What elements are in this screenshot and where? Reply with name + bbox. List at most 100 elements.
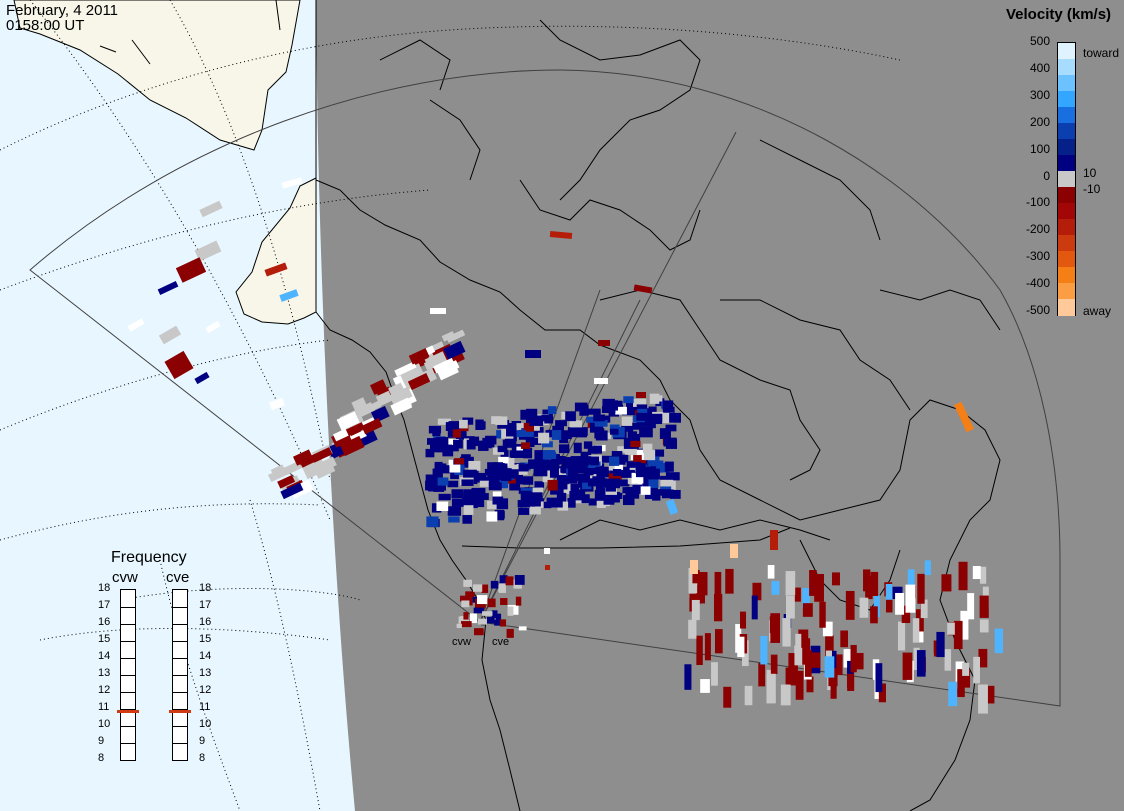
scatter-cell [463,505,474,515]
scatter-cell [629,464,639,472]
coastline [759,139,881,241]
scatter-cell [520,442,531,449]
fov-outer-outline [29,69,1061,707]
scatter-cell [370,405,390,423]
scatter-cell [511,421,522,428]
scatter-cell [270,464,285,476]
scatter-cell [590,456,600,466]
scatter-cell [615,406,627,415]
scatter-cell [556,474,567,485]
scatter-cell [468,460,481,471]
frequency-level-label: 14 [98,650,111,662]
scatter-cell [885,599,893,613]
scatter-cell [463,469,477,478]
scatter-cell [948,681,958,707]
dayside-coast-detail [99,0,317,180]
scatter-cell [446,329,466,343]
scatter-cell [979,595,989,618]
scatter-cell [713,593,723,622]
scatter-cell [547,406,557,415]
scatter-cell [802,588,810,609]
scatter-cell [164,350,194,380]
frequency-gridline [173,624,187,625]
scatter-cell [494,509,505,521]
scatter-cell [506,628,514,638]
scatter-cell [824,656,835,678]
frequency-level-label: 11 [98,701,110,713]
scatter-cell [596,470,610,478]
frequency-level-label: 12 [199,684,212,696]
scatter-cell [577,458,589,467]
scatter-cell [522,476,534,485]
scatter-cell [518,626,527,631]
colorbar-segment [1058,91,1075,108]
frequency-level-label: 13 [199,667,212,679]
scatter-cell [578,474,591,483]
colorbar-tick-label: 200 [1029,114,1050,129]
scatter-cell [751,595,758,620]
scatter-cell [795,670,804,700]
scatter-cell [814,574,824,602]
scatter-cell [548,452,557,460]
colorbar-segment [1058,139,1075,156]
scatter-cell [547,479,558,491]
scatter-cell [798,629,809,648]
scatter-cell [802,603,813,617]
scatter-cell [691,599,700,621]
colorbar-segment [1058,123,1075,140]
scatter-cell [542,471,553,483]
scatter-cell [469,613,477,624]
scatter-cell [505,576,514,586]
colorbar-tick-label: -200 [1025,222,1050,237]
scatter-cell [205,320,221,334]
scatter-cell [583,466,594,476]
frequency-level-label: 11 [199,701,211,713]
scatter-cell [460,615,467,621]
scatter-cell [723,686,732,708]
scatter-cell [485,435,497,445]
scatter-cell [646,468,660,480]
colorbar-small-pos: 10 [1083,166,1097,180]
scatter-cell [394,361,417,377]
scatter-cell [633,455,642,462]
scatter-cell [268,467,288,483]
scatter-cell [635,463,646,474]
scatter-cell [488,482,502,491]
scatter-cell [953,620,963,650]
scatter-cell [895,592,905,615]
frequency-gridline [173,641,187,642]
colorbar-segment [1058,267,1075,284]
scatter-cell [407,373,431,391]
scatter-cell [455,431,467,440]
scatter-cell [920,599,928,619]
scatter-cell [495,613,502,623]
scatter-cell [760,635,768,665]
scatter-cell [447,480,459,488]
scatter-cell [636,470,649,478]
scatter-cell [327,442,345,459]
scatter-cell [564,457,574,468]
scatter-cell [481,584,489,593]
scatter-cell [199,200,223,218]
scatter-cell [449,464,461,473]
scatter-cell [428,425,442,434]
scatter-cell [802,638,811,665]
scatter-cell [985,685,995,704]
scatter-cell [609,456,620,466]
scatter-cell [579,404,589,416]
frequency-level-label: 10 [98,718,111,730]
scatter-cell [621,416,633,426]
colorbar-tick-label: -300 [1025,249,1050,264]
scatter-cell [544,548,550,554]
frequency-level-label: 9 [199,735,206,747]
scatter-cell [533,468,548,477]
scatter-cell [665,424,677,432]
scatter-cell [905,584,916,613]
colorbar-segment [1058,43,1075,60]
scatter-cell [506,425,517,437]
scatter-cell [310,447,333,463]
scatter-cell [366,400,382,413]
scatter-cell [758,663,766,687]
scatter-cell [520,490,531,502]
scatter-cell [770,530,778,550]
